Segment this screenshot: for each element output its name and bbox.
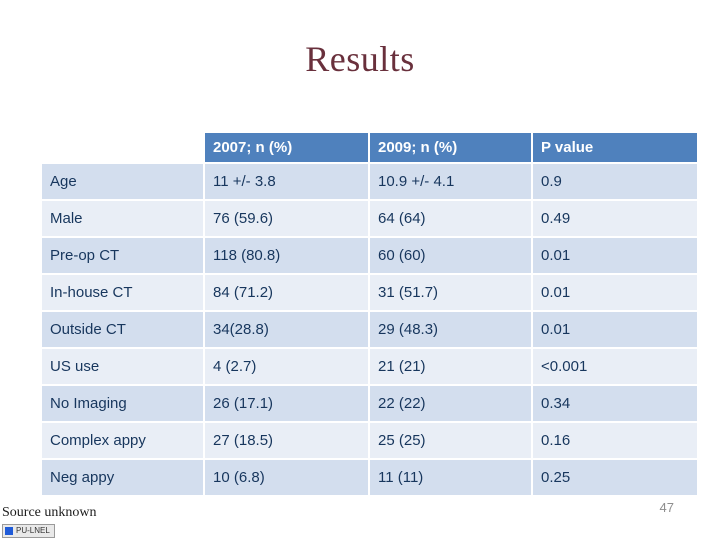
data-cell: 34(28.8): [203, 310, 370, 349]
data-cell: 26 (17.1): [203, 384, 370, 423]
logo-icon: [5, 527, 13, 535]
data-cell: 0.9: [531, 162, 699, 201]
data-cell: 0.49: [531, 199, 699, 238]
data-cell: 4 (2.7): [203, 347, 370, 386]
row-label-cell: Pre-op CT: [40, 236, 205, 275]
table-column-header: P value: [531, 131, 699, 164]
data-cell: 0.16: [531, 421, 699, 460]
data-cell: 0.01: [531, 310, 699, 349]
data-cell: 11 (11): [368, 458, 533, 497]
table-row: Male 76 (59.6) 64 (64) 0.49: [40, 199, 699, 238]
table-row: Outside CT 34(28.8) 29 (48.3) 0.01: [40, 310, 699, 349]
table-column-header: 2009; n (%): [368, 131, 533, 164]
table-row: Neg appy 10 (6.8) 11 (11) 0.25: [40, 458, 699, 497]
table-body: Age 11 +/- 3.8 10.9 +/- 4.1 0.9 Male 76 (59.6…: [40, 162, 699, 497]
table-head: 2007; n (%) 2009; n (%) P value: [40, 131, 699, 164]
page-number: 47: [659, 500, 674, 515]
table-row: Complex appy 27 (18.5) 25 (25) 0.16: [40, 421, 699, 460]
data-cell: 27 (18.5): [203, 421, 370, 460]
results-table: 2007; n (%) 2009; n (%) P value Age 11 +/- …: [40, 131, 699, 497]
row-label-cell: Neg appy: [40, 458, 205, 497]
logo-badge: PU-LNEL: [2, 524, 55, 538]
data-cell: 22 (22): [368, 384, 533, 423]
source-note: Source unknown: [2, 505, 97, 520]
data-cell: 0.34: [531, 384, 699, 423]
table-header-row: 2007; n (%) 2009; n (%) P value: [40, 131, 699, 164]
data-cell: 64 (64): [368, 199, 533, 238]
row-label-cell: In-house CT: [40, 273, 205, 312]
row-label-cell: Complex appy: [40, 421, 205, 460]
data-cell: 25 (25): [368, 421, 533, 460]
table-row: US use 4 (2.7) 21 (21) <0.001: [40, 347, 699, 386]
table-corner-cell: [40, 131, 205, 164]
data-cell: 118 (80.8): [203, 236, 370, 275]
data-cell: 0.01: [531, 236, 699, 275]
row-label-cell: No Imaging: [40, 384, 205, 423]
data-cell: 29 (48.3): [368, 310, 533, 349]
data-cell: 0.01: [531, 273, 699, 312]
data-cell: 10 (6.8): [203, 458, 370, 497]
data-cell: 21 (21): [368, 347, 533, 386]
row-label-cell: Age: [40, 162, 205, 201]
row-label-cell: US use: [40, 347, 205, 386]
data-cell: 60 (60): [368, 236, 533, 275]
table-row: Age 11 +/- 3.8 10.9 +/- 4.1 0.9: [40, 162, 699, 201]
data-cell: <0.001: [531, 347, 699, 386]
table-row: Pre-op CT 118 (80.8) 60 (60) 0.01: [40, 236, 699, 275]
data-cell: 84 (71.2): [203, 273, 370, 312]
data-cell: 0.25: [531, 458, 699, 497]
table-column-header: 2007; n (%): [203, 131, 370, 164]
row-label-cell: Male: [40, 199, 205, 238]
logo-text: PU-LNEL: [16, 526, 50, 535]
data-cell: 11 +/- 3.8: [203, 162, 370, 201]
data-cell: 76 (59.6): [203, 199, 370, 238]
table-row: In-house CT 84 (71.2) 31 (51.7) 0.01: [40, 273, 699, 312]
table-row: No Imaging 26 (17.1) 22 (22) 0.34: [40, 384, 699, 423]
data-cell: 31 (51.7): [368, 273, 533, 312]
row-label-cell: Outside CT: [40, 310, 205, 349]
data-cell: 10.9 +/- 4.1: [368, 162, 533, 201]
slide-title: Results: [305, 39, 415, 79]
